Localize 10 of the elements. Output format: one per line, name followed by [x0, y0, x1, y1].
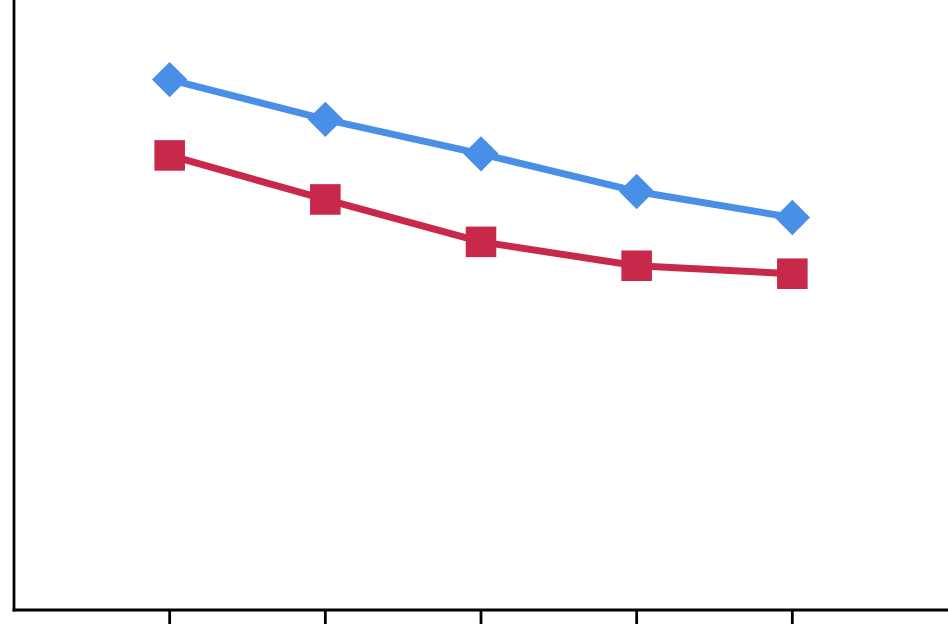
point [154, 140, 185, 171]
point [307, 101, 344, 138]
point [618, 173, 655, 210]
point [151, 61, 188, 98]
point [310, 184, 341, 215]
point [777, 258, 808, 289]
point [774, 199, 811, 236]
point [465, 226, 497, 258]
point [463, 136, 499, 172]
point [621, 250, 652, 282]
